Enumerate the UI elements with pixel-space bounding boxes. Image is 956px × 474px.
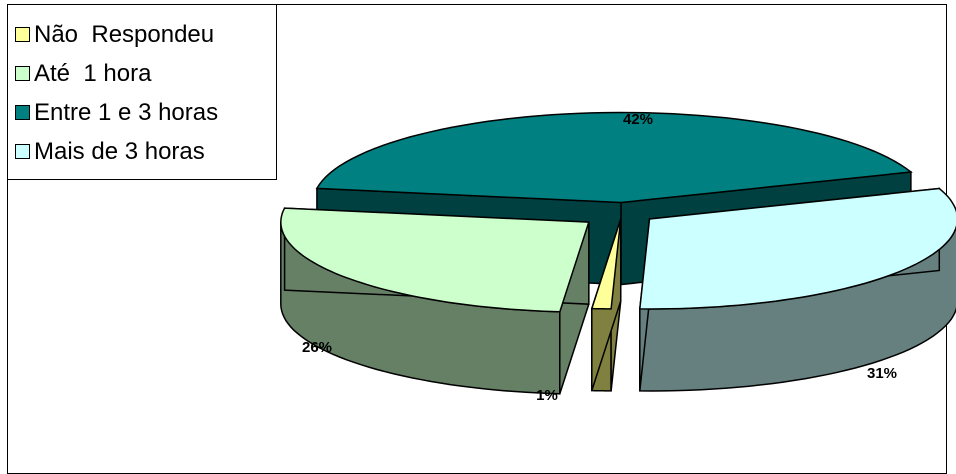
legend-label-mais-de-3-horas: Mais de 3 horas: [34, 137, 205, 165]
data-labels: 1% 26% 42% 31%: [302, 111, 897, 404]
legend-item-mais-de-3-horas: Mais de 3 horas: [8, 132, 276, 171]
slice-top-ate-1-hora: [280, 207, 590, 313]
slice-top-nao-respondeu: [590, 218, 622, 310]
legend-label-nao-respondeu: Não Respondeu: [34, 20, 215, 48]
chart-legend: Não Respondeu Até 1 hora Entre 1 e 3 hor…: [7, 4, 277, 180]
pie-chart: 1% 26% 42% 31%: [280, 111, 956, 404]
pie-slice-ate-1-hora: [280, 207, 590, 395]
data-label-entre-1-e-3-horas: 42%: [623, 111, 653, 128]
legend-item-ate-1-hora: Até 1 hora: [8, 54, 276, 93]
data-label-mais-de-3-horas: 31%: [867, 365, 897, 382]
pie-slices: [280, 111, 956, 395]
pie-slice-mais-de-3-horas: [638, 187, 956, 392]
slice-top-mais-de-3-horas: [638, 187, 956, 310]
legend-swatch-ate-1-hora: [15, 66, 30, 81]
legend-swatch-entre-1-e-3-horas: [15, 105, 30, 120]
legend-label-entre-1-e-3-horas: Entre 1 e 3 horas: [34, 98, 219, 126]
legend-swatch-mais-de-3-horas: [15, 144, 30, 159]
legend-swatch-nao-respondeu: [15, 27, 30, 42]
data-label-ate-1-hora: 26%: [302, 339, 332, 356]
pie-slice-nao-respondeu: [590, 218, 622, 392]
data-label-nao-respondeu: 1%: [536, 387, 558, 404]
legend-item-entre-1-e-3-horas: Entre 1 e 3 horas: [8, 93, 276, 132]
slice-top-entre-1-e-3-horas: [315, 111, 913, 204]
legend-label-ate-1-hora: Até 1 hora: [34, 59, 152, 87]
legend-item-nao-respondeu: Não Respondeu: [8, 15, 276, 54]
